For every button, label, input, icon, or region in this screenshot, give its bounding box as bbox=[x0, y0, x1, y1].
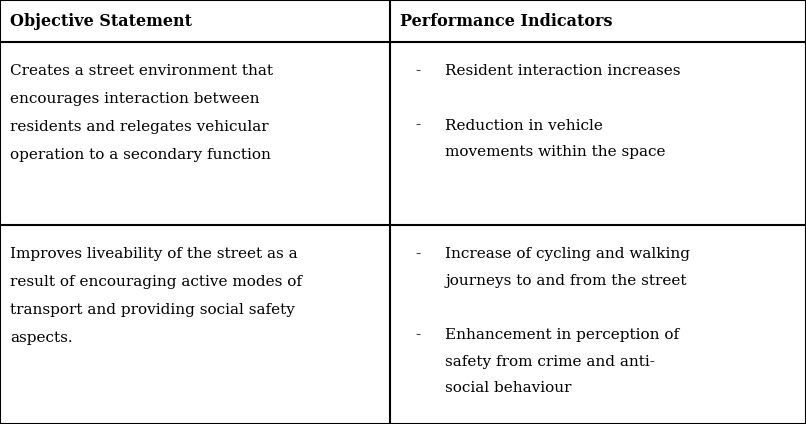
Text: residents and relegates vehicular: residents and relegates vehicular bbox=[10, 120, 268, 134]
Text: operation to a secondary function: operation to a secondary function bbox=[10, 148, 271, 162]
Text: Objective Statement: Objective Statement bbox=[10, 12, 192, 30]
Text: movements within the space: movements within the space bbox=[445, 145, 666, 159]
Text: encourages interaction between: encourages interaction between bbox=[10, 92, 260, 106]
Text: -: - bbox=[415, 247, 420, 261]
Text: -: - bbox=[415, 64, 420, 78]
Text: Resident interaction increases: Resident interaction increases bbox=[445, 64, 680, 78]
Text: Creates a street environment that: Creates a street environment that bbox=[10, 64, 273, 78]
Text: safety from crime and anti-: safety from crime and anti- bbox=[445, 355, 654, 369]
Text: Improves liveability of the street as a: Improves liveability of the street as a bbox=[10, 247, 297, 261]
Text: aspects.: aspects. bbox=[10, 331, 73, 345]
Text: Increase of cycling and walking: Increase of cycling and walking bbox=[445, 247, 690, 261]
Text: social behaviour: social behaviour bbox=[445, 382, 571, 396]
Text: transport and providing social safety: transport and providing social safety bbox=[10, 303, 295, 317]
Text: Enhancement in perception of: Enhancement in perception of bbox=[445, 328, 679, 342]
Text: result of encouraging active modes of: result of encouraging active modes of bbox=[10, 275, 302, 289]
Text: journeys to and from the street: journeys to and from the street bbox=[445, 273, 687, 287]
Text: -: - bbox=[415, 119, 420, 133]
Text: Performance Indicators: Performance Indicators bbox=[400, 12, 613, 30]
Text: -: - bbox=[415, 328, 420, 342]
Text: Reduction in vehicle: Reduction in vehicle bbox=[445, 119, 603, 133]
